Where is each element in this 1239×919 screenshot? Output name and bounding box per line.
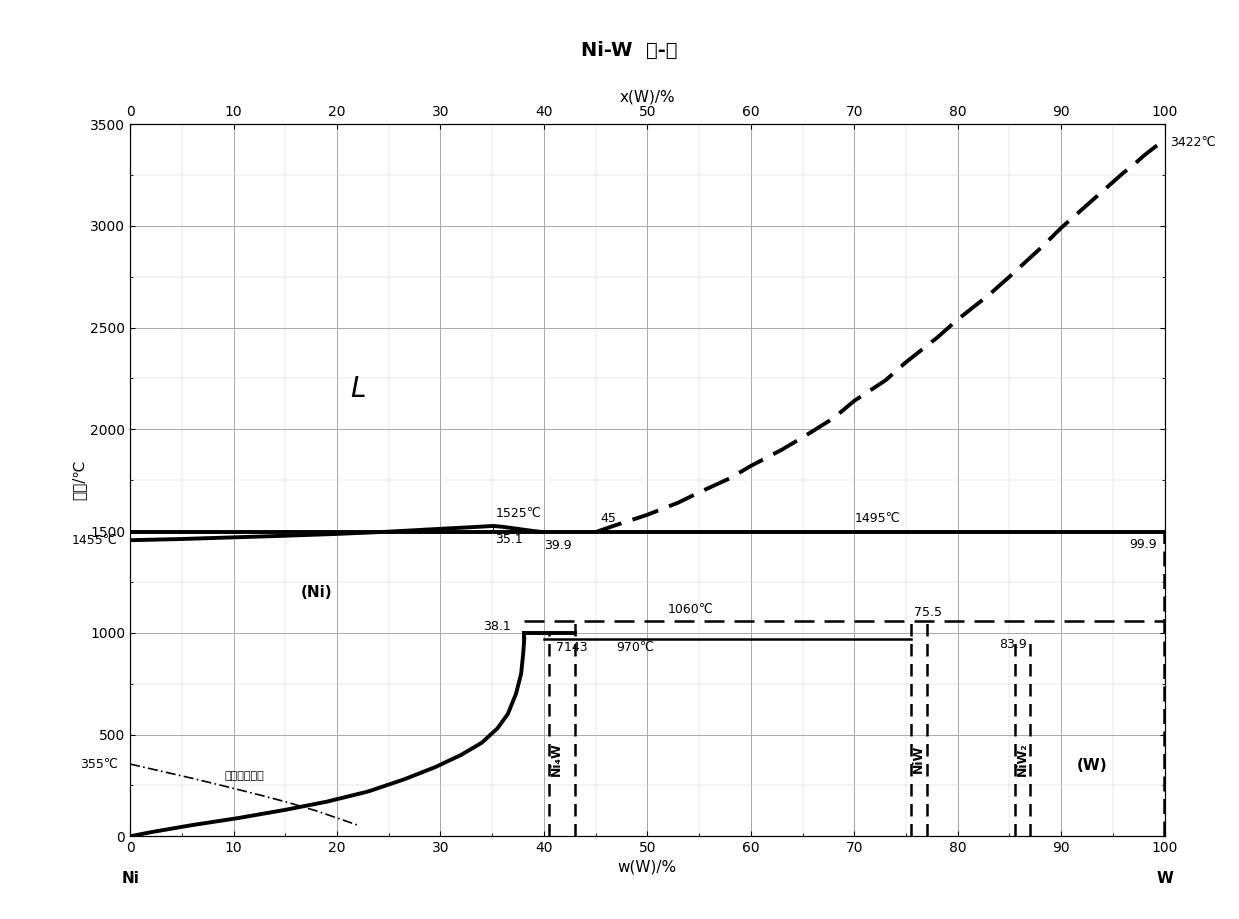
Text: Ni₄W: Ni₄W: [550, 742, 563, 776]
Text: 75.5: 75.5: [914, 606, 943, 618]
Text: (W): (W): [1077, 757, 1108, 773]
Text: 99.9: 99.9: [1129, 538, 1156, 550]
Text: 1525℃: 1525℃: [496, 507, 541, 520]
Y-axis label: 温度/℃: 温度/℃: [71, 460, 85, 501]
Text: 83.9: 83.9: [999, 638, 1027, 651]
Text: Ni-W  镖-锨: Ni-W 镖-锨: [581, 41, 678, 60]
Text: Ni: Ni: [121, 870, 139, 886]
Text: 1455℃: 1455℃: [72, 534, 118, 547]
Text: 1060℃: 1060℃: [668, 603, 714, 616]
Text: 35.1: 35.1: [496, 533, 523, 546]
Text: (Ni): (Ni): [301, 584, 332, 599]
Text: NiW: NiW: [912, 744, 926, 773]
Text: NiW₂: NiW₂: [1016, 743, 1028, 776]
Text: 355℃: 355℃: [79, 757, 118, 770]
Text: 45: 45: [601, 512, 617, 525]
Text: W: W: [1156, 870, 1173, 886]
Text: $\mathit{L}$: $\mathit{L}$: [349, 375, 366, 403]
X-axis label: x(W)/%: x(W)/%: [620, 89, 675, 104]
X-axis label: w(W)/%: w(W)/%: [618, 859, 676, 874]
Text: 970℃: 970℃: [616, 641, 654, 654]
Text: 磁性转变温度: 磁性转变温度: [224, 771, 264, 781]
Text: 38.1: 38.1: [483, 620, 510, 633]
Text: 7143: 7143: [556, 641, 589, 654]
Text: 39.9: 39.9: [544, 539, 571, 552]
Text: 1495℃: 1495℃: [854, 512, 900, 525]
Text: 3422℃: 3422℃: [1170, 136, 1215, 149]
